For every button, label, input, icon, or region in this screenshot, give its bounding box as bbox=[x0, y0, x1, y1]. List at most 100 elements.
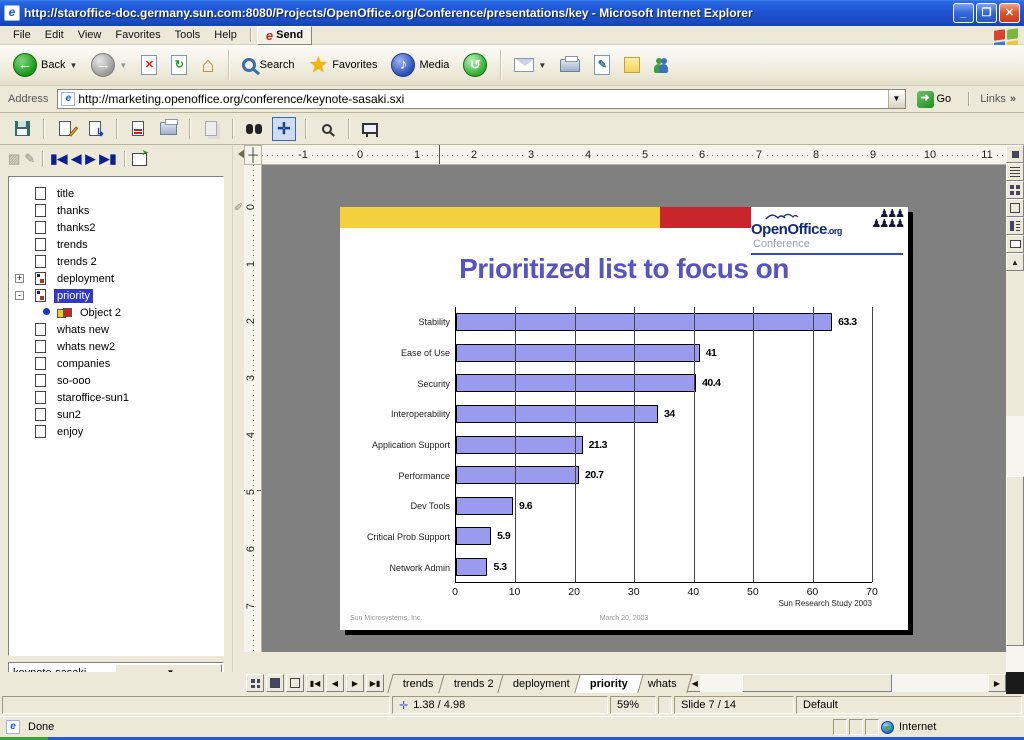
panel-splitter[interactable]: ✐ bbox=[232, 145, 245, 672]
last-slide-button[interactable]: ▶▮ bbox=[99, 151, 117, 166]
document-canvas[interactable]: OpenOffice.org Conference ♟♟♟ ♟♟♟♟ Priori… bbox=[262, 165, 1006, 652]
status-style-field[interactable]: Default bbox=[796, 696, 1022, 714]
view-notes-button[interactable] bbox=[1006, 199, 1024, 217]
forward-button[interactable]: → ▼ bbox=[86, 50, 132, 80]
address-field[interactable]: e http://marketing.openoffice.org/confer… bbox=[57, 89, 906, 109]
status-divider bbox=[865, 719, 879, 735]
search-button[interactable]: Search bbox=[237, 55, 300, 75]
tree-item-trends[interactable]: trends bbox=[9, 236, 223, 253]
chart-value-label: 9.6 bbox=[519, 499, 533, 512]
find-button[interactable] bbox=[242, 117, 266, 141]
export-button[interactable]: ↳ bbox=[83, 117, 107, 141]
presentation-button[interactable] bbox=[358, 117, 382, 141]
menu-item-view[interactable]: View bbox=[77, 29, 102, 41]
slide-tab-label: deployment bbox=[513, 678, 571, 690]
discuss-button[interactable] bbox=[619, 54, 645, 76]
collapse-icon[interactable]: - bbox=[15, 291, 24, 300]
horizontal-scroll-thumb[interactable] bbox=[742, 674, 892, 692]
tree-item-so-ooo[interactable]: so-ooo bbox=[9, 372, 223, 389]
edit-button[interactable]: ✎ bbox=[589, 52, 615, 78]
slide-tab-deployment[interactable]: deployment bbox=[497, 674, 586, 693]
home-button[interactable]: ⌂ bbox=[196, 49, 219, 81]
links-button[interactable]: Links » bbox=[980, 93, 1020, 105]
messenger-button[interactable] bbox=[649, 55, 673, 76]
status-zoom-field[interactable]: 59% bbox=[610, 696, 656, 714]
menu-item-tools[interactable]: Tools bbox=[174, 29, 201, 41]
tree-item-whats-new2[interactable]: whats new2 bbox=[9, 338, 223, 355]
view-outline-button[interactable] bbox=[1006, 163, 1024, 181]
navigator-button[interactable]: ✛ bbox=[272, 116, 296, 141]
page-mode-button[interactable] bbox=[246, 674, 264, 692]
tree-item-deployment[interactable]: + deployment bbox=[9, 270, 223, 287]
tree-item-whats-new[interactable]: whats new bbox=[9, 321, 223, 338]
links-overflow-icon[interactable]: » bbox=[1009, 93, 1016, 105]
tree-item-trends-2[interactable]: trends 2 bbox=[9, 253, 223, 270]
print-file-button[interactable] bbox=[156, 117, 180, 141]
copy-button[interactable] bbox=[199, 117, 223, 141]
master-mode-button[interactable] bbox=[266, 674, 284, 692]
address-url[interactable]: http://marketing.openoffice.org/conferen… bbox=[78, 92, 405, 106]
stop-button[interactable]: ✕ bbox=[136, 52, 162, 78]
vertical-scrollbar[interactable]: ▲ ▼ bbox=[1006, 145, 1024, 740]
tree-item-enjoy[interactable]: enjoy bbox=[9, 423, 223, 440]
send-button[interactable]: e Send bbox=[256, 25, 313, 45]
horizontal-scroll-track[interactable] bbox=[700, 674, 988, 692]
scroll-right-button[interactable]: ▶ bbox=[988, 674, 1006, 692]
menu-item-help[interactable]: Help bbox=[214, 29, 237, 41]
chart-gridline bbox=[872, 307, 873, 582]
previous-slide-button[interactable]: ◀ bbox=[71, 151, 82, 166]
slide-tab-priority[interactable]: priority bbox=[574, 674, 644, 693]
layer-mode-button[interactable] bbox=[286, 674, 304, 692]
chart-x-tick-label: 10 bbox=[508, 586, 521, 598]
save-button[interactable] bbox=[10, 117, 34, 141]
tree-item-title[interactable]: title bbox=[9, 185, 223, 202]
tree-item-thanks2[interactable]: thanks2 bbox=[9, 219, 223, 236]
refresh-button[interactable]: ↻ bbox=[166, 52, 192, 78]
menu-bar: File Edit View Favorites Tools Help e Send bbox=[0, 25, 1024, 45]
print-button[interactable] bbox=[555, 55, 585, 75]
collapse-panel-icon[interactable] bbox=[233, 149, 245, 159]
presentation-slide[interactable]: OpenOffice.org Conference ♟♟♟ ♟♟♟♟ Priori… bbox=[340, 207, 908, 630]
slide-tab-bar: ▮◀ ◀ ▶ ▶▮ trends trends 2 deployment priori… bbox=[0, 672, 1024, 694]
address-dropdown-icon[interactable]: ▼ bbox=[887, 90, 905, 108]
menu-item-favorites[interactable]: Favorites bbox=[115, 29, 161, 41]
drag-mode-button[interactable] bbox=[131, 148, 149, 166]
edit-file-button[interactable] bbox=[53, 117, 79, 141]
next-tab-button[interactable]: ▶ bbox=[346, 674, 364, 692]
tree-item-staroffice-sun1[interactable]: staroffice-sun1 bbox=[9, 389, 223, 406]
media-button[interactable]: ♪ Media bbox=[386, 50, 454, 80]
history-button[interactable]: ↺ bbox=[458, 50, 492, 80]
mail-button[interactable]: ▼ bbox=[509, 55, 551, 75]
view-slides-button[interactable] bbox=[1006, 181, 1024, 199]
go-button[interactable]: ➜ Go bbox=[911, 90, 958, 109]
view-handout-button[interactable] bbox=[1006, 217, 1024, 235]
tree-item-priority[interactable]: - priority bbox=[9, 287, 223, 304]
minimize-button[interactable]: _ bbox=[953, 3, 974, 23]
back-button[interactable]: ← Back ▼ bbox=[8, 50, 82, 80]
tree-item-object-2[interactable]: Object 2 bbox=[9, 304, 223, 321]
first-slide-button[interactable]: ▮◀ bbox=[50, 151, 68, 166]
tree-item-thanks[interactable]: thanks bbox=[9, 202, 223, 219]
chart-gridline bbox=[515, 307, 517, 582]
tree-item-sun2[interactable]: sun2 bbox=[9, 406, 223, 423]
vertical-scroll-thumb[interactable] bbox=[1006, 476, 1024, 646]
start-slideshow-button[interactable] bbox=[1006, 235, 1024, 253]
menu-item-file[interactable]: File bbox=[13, 29, 31, 41]
next-slide-button[interactable]: ▶ bbox=[85, 151, 96, 166]
previous-tab-button[interactable]: ◀ bbox=[326, 674, 344, 692]
back-dropdown-icon[interactable]: ▼ bbox=[69, 60, 78, 70]
mail-dropdown-icon[interactable]: ▼ bbox=[538, 60, 547, 70]
expand-icon[interactable]: + bbox=[15, 273, 24, 283]
export-pdf-button[interactable] bbox=[126, 117, 150, 141]
staroffice-toolbar: ↳ ✛ bbox=[0, 113, 1024, 145]
scroll-up-button[interactable]: ▲ bbox=[1006, 253, 1024, 271]
menu-item-edit[interactable]: Edit bbox=[44, 29, 64, 41]
last-tab-button[interactable]: ▶▮ bbox=[366, 674, 384, 692]
ruler-toggle-button[interactable] bbox=[1006, 145, 1024, 163]
close-button[interactable]: ✕ bbox=[999, 3, 1020, 23]
favorites-button[interactable]: ★ Favorites bbox=[303, 52, 382, 78]
tree-item-companies[interactable]: companies bbox=[9, 355, 223, 372]
zoom-button[interactable] bbox=[315, 117, 339, 141]
first-tab-button[interactable]: ▮◀ bbox=[306, 674, 324, 692]
restore-button[interactable]: ❐ bbox=[976, 3, 997, 23]
